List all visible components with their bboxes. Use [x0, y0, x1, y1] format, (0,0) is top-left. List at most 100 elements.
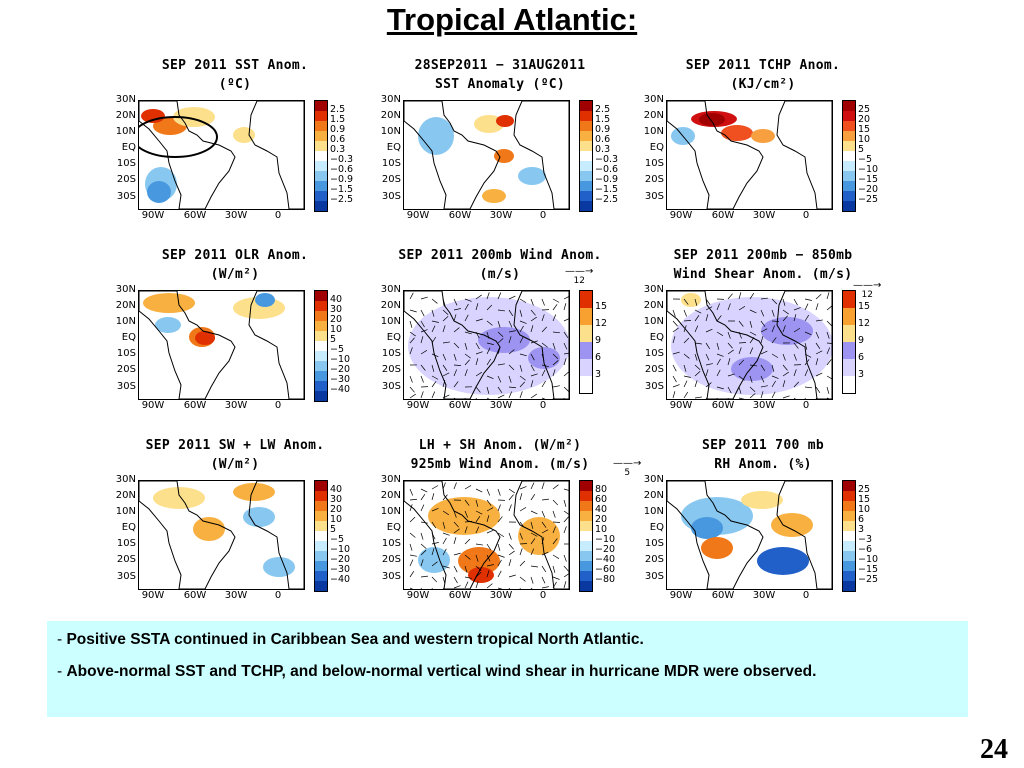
- lon-tick-label: 90W: [669, 590, 693, 601]
- lon-tick-label: 60W: [448, 590, 472, 601]
- wind-vector: [815, 358, 819, 366]
- wind-vector: [519, 381, 526, 388]
- colorbar-label: −20: [330, 554, 351, 565]
- anomaly-region: [518, 517, 560, 555]
- wind-vector: [727, 293, 733, 300]
- colorbar-swatch: [843, 325, 855, 342]
- colorbar-label: 60: [595, 494, 608, 505]
- note-line-2: - Above-normal SST and TCHP, and below-n…: [57, 663, 817, 680]
- wind-vector: [541, 498, 549, 501]
- wind-vector: [552, 484, 559, 490]
- colorbar-label: 6: [595, 352, 602, 363]
- wind-vector: [552, 554, 560, 559]
- colorbar-label: 10: [858, 134, 871, 145]
- wind-vector: [716, 353, 724, 357]
- wind-vector: [552, 342, 556, 350]
- wind-vector: [749, 347, 754, 355]
- wind-vector: [804, 298, 812, 301]
- anomaly-region: [153, 487, 205, 509]
- wind-vector: [815, 342, 821, 349]
- panel-title: SEP 2011 200mb Wind Anom.: [398, 248, 602, 263]
- reference-vector-label: 5: [624, 468, 631, 478]
- wind-vector: [804, 369, 809, 377]
- lon-tick-label: 60W: [448, 210, 472, 221]
- colorbar-label: 20: [858, 114, 871, 125]
- wind-vector: [826, 375, 832, 380]
- wind-vector: [530, 298, 534, 306]
- wind-vector: [683, 353, 690, 359]
- wind-vector: [453, 565, 458, 573]
- lat-tick-label: 10N: [115, 506, 136, 517]
- anomaly-region: [771, 513, 813, 537]
- wind-vector: [563, 516, 569, 523]
- wind-vector: [409, 498, 417, 501]
- colorbar-swatch: [315, 151, 327, 161]
- wind-vector: [793, 342, 799, 349]
- anomaly-region: [751, 129, 775, 143]
- wind-vector: [409, 375, 413, 383]
- wind-vector: [563, 331, 569, 339]
- colorbar-swatch: [315, 511, 327, 521]
- wind-vector: [519, 493, 523, 501]
- colorbar-label: −0.9: [595, 174, 619, 185]
- wind-vector: [497, 386, 503, 393]
- lat-tick-label: 20N: [380, 300, 401, 311]
- colorbar-label: −3: [858, 534, 873, 545]
- panel-subtitle: (KJ/cm²): [730, 77, 796, 92]
- wind-vector: [705, 363, 713, 366]
- colorbar-label: −1.5: [330, 184, 354, 195]
- wind-vector: [683, 380, 688, 388]
- wind-vector: [475, 318, 483, 322]
- wind-vector: [541, 565, 547, 573]
- colorbar-label: 15: [858, 301, 871, 312]
- colorbar-label: −10: [858, 164, 879, 175]
- map-plot: [403, 290, 570, 400]
- colorbar-label: 9: [595, 335, 602, 346]
- colorbar-swatch: [315, 321, 327, 331]
- lon-tick-label: 60W: [711, 210, 735, 221]
- colorbar-swatch: [580, 308, 592, 325]
- wind-vector: [793, 327, 801, 333]
- coastline: [139, 481, 236, 589]
- wind-vector: [409, 488, 414, 496]
- wind-vector: [431, 493, 435, 501]
- colorbar-label: −20: [858, 184, 879, 195]
- anomaly-region: [263, 557, 295, 577]
- colorbar-label: 6: [858, 352, 865, 363]
- panel-wind200: SEP 2011 200mb Wind Anom. (m/s) 30N 20N 10N E…: [375, 248, 645, 438]
- lon-tick-label: 0: [539, 400, 547, 411]
- wind-vector: [563, 526, 567, 534]
- wind-vector: [552, 360, 559, 366]
- wind-vector: [793, 298, 798, 306]
- lat-tick-label: 20S: [116, 364, 136, 375]
- wind-vector: [694, 371, 701, 377]
- wind-vector: [497, 363, 505, 366]
- lat-tick-label: 30N: [115, 474, 136, 485]
- wind-vector: [486, 347, 491, 355]
- colorbar-label: −1.5: [595, 184, 619, 195]
- panel-subtitle: (W/m²): [210, 457, 260, 472]
- anomaly-region: [428, 497, 500, 535]
- map-plot: [138, 290, 305, 400]
- colorbar-label: 15: [595, 301, 608, 312]
- wind-vector: [508, 574, 516, 578]
- wind-vector: [475, 499, 479, 507]
- wind-vector: [431, 542, 439, 545]
- wind-vector: [683, 391, 689, 399]
- wind-vector: [508, 543, 514, 550]
- wind-vector: [793, 353, 797, 361]
- wind-vector: [541, 482, 545, 490]
- lon-tick-label: 90W: [141, 210, 165, 221]
- wind-vector: [420, 532, 424, 540]
- wind-vector: [541, 342, 548, 348]
- wind-vector: [705, 353, 710, 361]
- wind-vector: [497, 543, 501, 551]
- wind-vector: [804, 331, 812, 336]
- anomaly-region: [478, 327, 530, 353]
- wind-vector: [420, 559, 424, 567]
- colorbar-swatch: [843, 551, 855, 561]
- wind-vector: [826, 386, 830, 394]
- lon-tick-label: 60W: [183, 590, 207, 601]
- coastline: [513, 481, 569, 589]
- coastline: [404, 481, 501, 589]
